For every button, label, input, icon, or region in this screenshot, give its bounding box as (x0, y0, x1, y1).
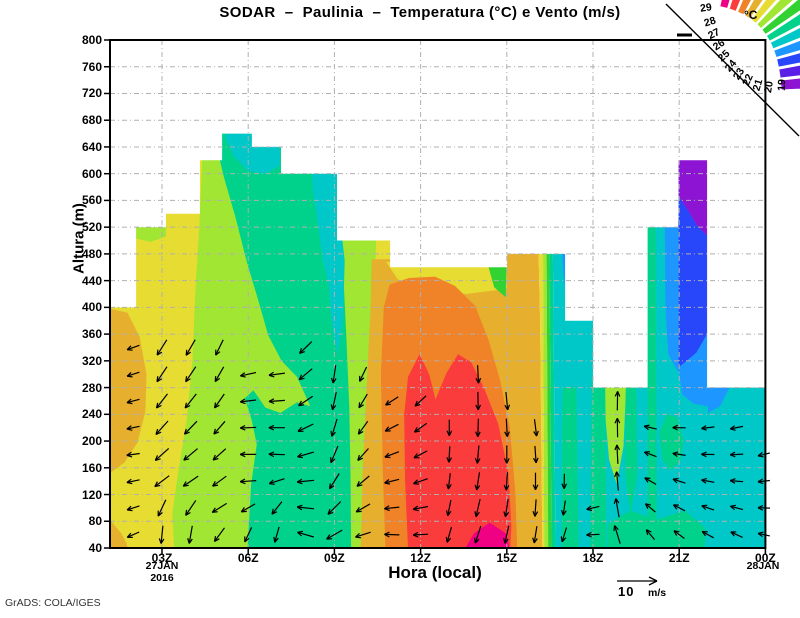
no-data-mask (110, 40, 766, 388)
x-tick-label: 00Z (755, 551, 776, 565)
legend-wedge (775, 51, 800, 69)
legend-wedge (760, 0, 800, 36)
region-blue-col (678, 196, 708, 368)
start-date-label: 27JAN (145, 560, 179, 572)
wind-vectors (126, 339, 771, 544)
x-axis-label: Hora (local) (388, 563, 482, 582)
y-tick-label: 280 (81, 380, 102, 395)
legend-color-fan (665, 0, 800, 137)
gridlines (110, 40, 766, 548)
region-seagreen-oval (659, 414, 684, 471)
y-tick-label: 400 (81, 300, 102, 315)
legend-wedge (779, 77, 800, 91)
start-year-label: 2016 (150, 572, 174, 584)
page-title: SODAR – Paulinia – Temperatura (°C) e Ve… (219, 4, 621, 21)
y-tick-label: 240 (81, 407, 102, 422)
region-strip-yellow-16 (538, 245, 545, 548)
legend-temp-label: 19 (775, 78, 789, 92)
region-seagreen-strip-tall (647, 220, 657, 548)
region-seagreen-streak-c (625, 379, 638, 515)
wind-scale-value: 10 (618, 584, 635, 599)
legend-wedge (772, 39, 800, 59)
legend-wedge (718, 0, 731, 10)
axis-ticks (104, 39, 767, 554)
region-green-wedge-15 (486, 260, 507, 298)
legend-wedge (769, 26, 800, 50)
y-tick-label: 320 (81, 353, 102, 368)
region-strip-yellowgreen-16 (543, 245, 549, 548)
x-tick-label: 15Z (496, 551, 518, 565)
x-tick-label: 03Z (151, 551, 173, 565)
y-tick-label: 80 (88, 514, 102, 529)
y-tick-label: 720 (81, 86, 102, 101)
y-tick-label: 800 (81, 33, 102, 47)
region-amber-corner-bl (110, 519, 128, 548)
wind-scale-arrow (617, 576, 658, 586)
region-yellowgreen-wedge-18z (605, 383, 627, 484)
region-lightblue-sliver-17 (561, 245, 566, 294)
grads-credit: GrADS: COLA/IGES (5, 597, 101, 609)
region-purple-patch (678, 153, 708, 237)
region-seagreen-main (213, 125, 352, 548)
x-tick-label: 09Z (324, 551, 345, 565)
y-tick-label: 480 (81, 246, 102, 261)
region-red-core (404, 354, 512, 548)
wind-scale-unit: m/s (648, 587, 667, 599)
y-tick-label: 360 (81, 327, 102, 342)
legend-wedge (728, 0, 742, 13)
y-tick-label: 560 (81, 193, 102, 208)
plot-frame (109, 39, 767, 549)
region-strip-green-16 (546, 245, 552, 548)
y-tick-label: 200 (81, 434, 102, 449)
legend-wedge (743, 0, 765, 20)
y-tick-label: 760 (81, 59, 102, 74)
y-tick-label: 680 (81, 113, 102, 128)
y-tick-label: 600 (81, 166, 102, 181)
region-strip-seagreen-16 (549, 245, 556, 548)
legend-wedge (765, 12, 800, 43)
legend-wedge (736, 0, 753, 16)
x-tick-label: 12Z (410, 551, 431, 565)
y-tick-label: 440 (81, 273, 102, 288)
legend-fan-edge-line (665, 3, 800, 137)
y-tick-label: 520 (81, 220, 102, 235)
region-lightblue-strip-tall (664, 220, 679, 373)
legend-wedge (750, 0, 778, 25)
x-tick-label: 18Z (582, 551, 604, 565)
legend-wedge (755, 0, 795, 30)
region-cyan-evening (552, 153, 766, 548)
region-amber-blob-left (110, 308, 147, 474)
y-tick-label: 640 (81, 139, 102, 154)
y-tick-label: 120 (81, 487, 102, 502)
region-seagreen-streak-b (590, 379, 607, 548)
y-tick-label: 160 (81, 460, 102, 475)
legend-unit-label: °C (744, 8, 758, 22)
y-tick-label: 40 (88, 540, 102, 555)
x-tick-label: 06Z (237, 551, 259, 565)
region-cyan-band-0730 (311, 168, 345, 355)
temperature-field (110, 40, 766, 549)
x-tick-label: 21Z (668, 551, 690, 565)
legend-wedge (777, 64, 800, 79)
end-date-label: 28JAN (746, 560, 780, 572)
